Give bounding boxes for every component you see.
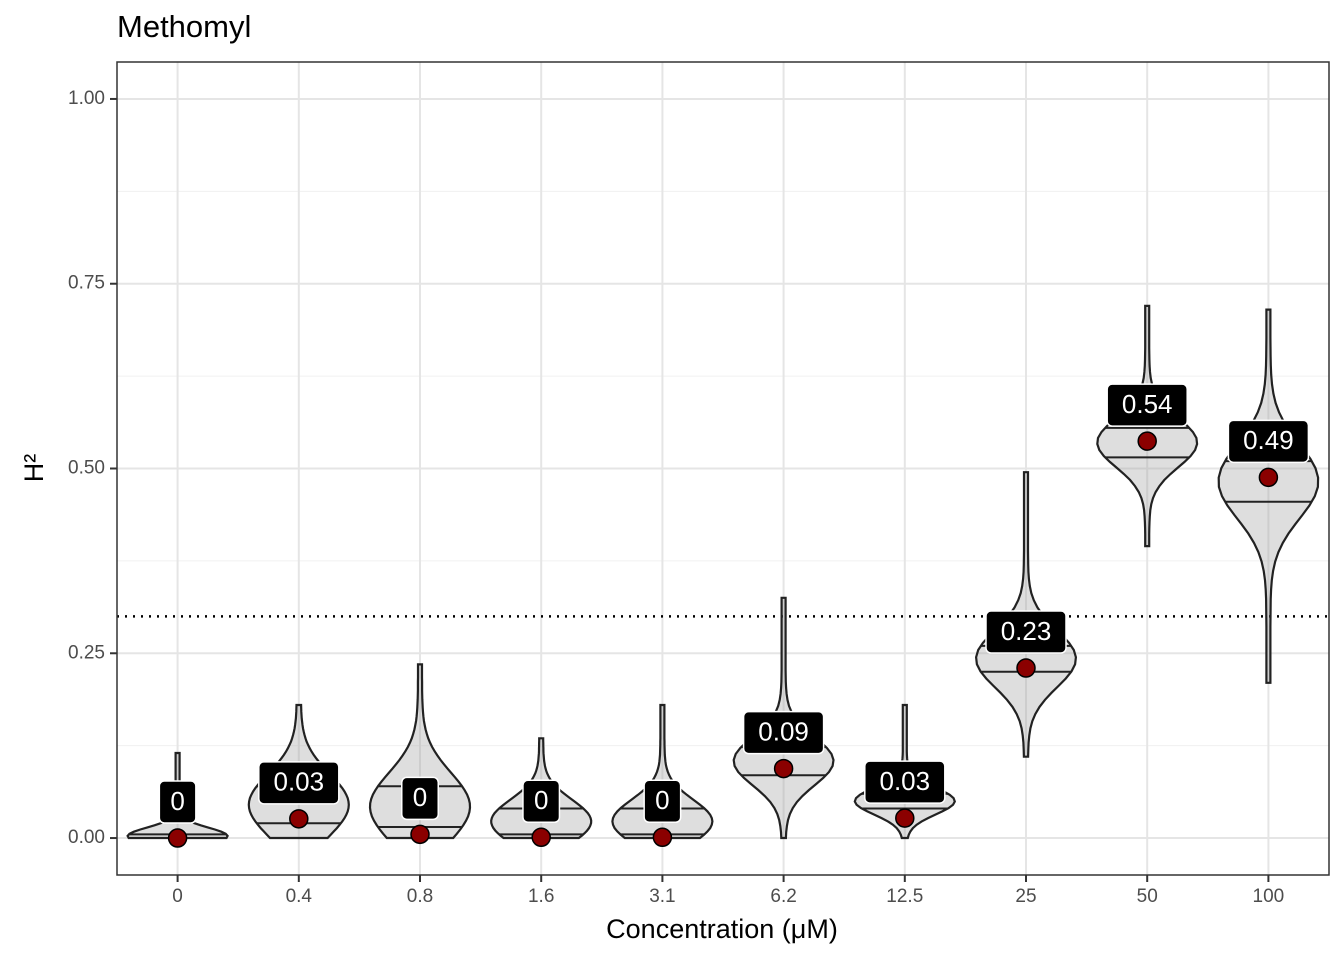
x-tick-label: 25 — [1015, 886, 1036, 907]
value-label: 0.54 — [1122, 389, 1173, 419]
x-tick-label: 0.8 — [407, 886, 433, 907]
label-box — [258, 761, 340, 805]
label-box — [1227, 419, 1310, 464]
mean-point — [531, 827, 551, 848]
mean-point — [289, 809, 309, 829]
x-tick-label: 0.4 — [286, 886, 313, 907]
violin — [368, 663, 472, 840]
label-box — [158, 780, 197, 824]
value-label: 0.23 — [1001, 616, 1052, 646]
mean-point — [652, 827, 673, 848]
mean-point — [773, 758, 794, 779]
label-box — [401, 776, 439, 821]
y-tick-label: 0.25 — [68, 642, 105, 663]
label-box — [522, 779, 561, 824]
chart-title: Methomyl — [117, 9, 251, 44]
x-tick-label: 50 — [1137, 886, 1158, 907]
label-box — [864, 760, 946, 804]
x-tick-label: 12.5 — [886, 886, 923, 907]
label-box — [643, 779, 682, 824]
x-tick-label: 3.1 — [649, 886, 675, 907]
x-tick-label: 6.2 — [770, 886, 796, 907]
value-label: 0 — [534, 785, 548, 815]
y-tick-label: 0.75 — [68, 273, 105, 294]
violin — [1217, 308, 1320, 684]
y-tick-label: 1.00 — [68, 88, 105, 109]
value-label: 0.03 — [273, 767, 324, 797]
value-label: 0.09 — [758, 716, 809, 746]
value-label: 0 — [655, 785, 669, 815]
mean-point — [410, 824, 430, 845]
x-axis-label: Concentration (μM) — [606, 914, 838, 944]
value-label: 0 — [413, 782, 427, 812]
y-axis-label: H² — [19, 454, 49, 483]
x-tick-label: 1.6 — [528, 886, 554, 907]
label-box — [1106, 383, 1188, 427]
value-label: 0.49 — [1243, 425, 1294, 455]
y-tick-label: 0.00 — [68, 827, 105, 848]
violin — [611, 703, 714, 840]
plot-border — [116, 61, 1330, 876]
mean-point — [895, 808, 915, 828]
label-box — [742, 710, 825, 755]
label-box — [985, 610, 1067, 654]
mean-point — [167, 828, 188, 848]
mean-point — [1016, 658, 1036, 678]
mean-point — [1137, 431, 1157, 451]
mean-point — [1258, 467, 1279, 488]
value-label: 0.03 — [879, 766, 930, 796]
y-tick-label: 0.50 — [68, 458, 105, 479]
value-label: 0 — [170, 786, 184, 816]
x-tick-label: 0 — [172, 886, 183, 907]
x-tick-label: 100 — [1253, 886, 1285, 907]
